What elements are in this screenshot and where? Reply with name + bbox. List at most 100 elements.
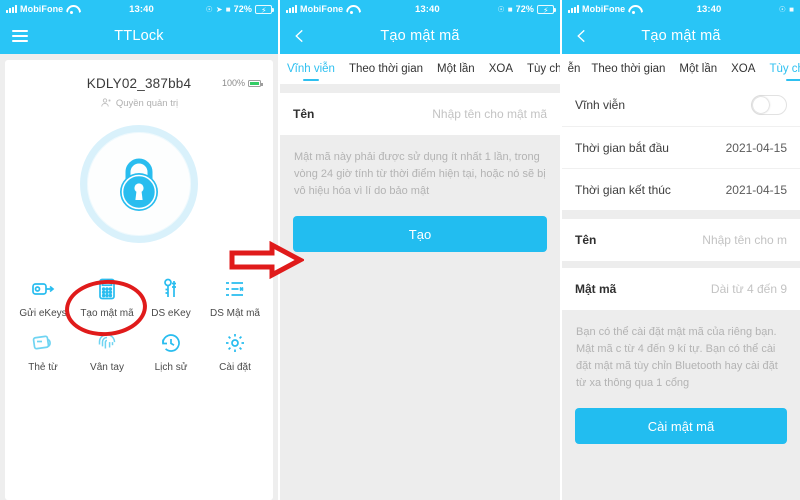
page-title: Tạo mật mã	[380, 28, 460, 44]
status-bar-right: ☉ ■	[779, 5, 794, 14]
back-button[interactable]	[562, 27, 602, 45]
status-bar-right: ☉ ■ 72% ⚡	[497, 4, 556, 15]
back-arrow-icon	[577, 29, 585, 43]
passcode-list-icon	[226, 282, 244, 296]
tab-theo-thoi-gian[interactable]: Theo thời gian	[348, 63, 423, 75]
carrier-label: MobiFone	[300, 4, 344, 14]
home-navbar: TTLock	[0, 18, 278, 54]
alarm-icon: ☉	[778, 4, 787, 14]
action-grid-row-2: Thẻ từ Vân tay	[11, 323, 267, 377]
create-passcode-navbar: Tạo mật mã	[280, 18, 560, 54]
tab-mot-lan[interactable]: Một lần	[436, 63, 475, 75]
action-ekey-list[interactable]: DS eKey	[139, 269, 203, 323]
carrier-label: MobiFone	[582, 4, 626, 14]
status-bar-left: MobiFone	[568, 4, 639, 14]
name-field-row[interactable]: Tên Nhập tên cho mật mã	[280, 93, 560, 135]
menu-button[interactable]	[0, 27, 40, 45]
rotation-lock-icon: ■	[507, 4, 513, 14]
keypad-icon	[99, 278, 115, 300]
action-label: Vân tay	[90, 362, 124, 373]
battery-percent-label: 72%	[515, 4, 534, 14]
phone-panel-custom-passcode: MobiFone 13:40 ☉ ■ Tạo mật mã ìn ễn Theo…	[562, 0, 800, 500]
tab-theo-thoi-gian[interactable]: Theo thời gian	[591, 63, 666, 75]
wifi-icon	[628, 5, 639, 14]
lock-graphic[interactable]	[5, 125, 273, 243]
action-label: Thẻ từ	[28, 362, 58, 373]
tab-xoa[interactable]: XOA	[488, 63, 513, 75]
back-arrow-icon	[295, 29, 303, 43]
action-grid-row-1: Gửi eKeys Tạo mật mã	[11, 269, 267, 323]
battery-charging-icon: ⚡	[255, 4, 274, 15]
carrier-label: MobiFone	[20, 4, 64, 14]
device-role-label: Quyền quản trị	[115, 97, 179, 109]
start-time-value[interactable]: 2021-04-15	[725, 140, 787, 155]
battery-percent-label: 72%	[233, 4, 252, 14]
fingerprint-icon	[98, 333, 116, 349]
passcode-input[interactable]: Dài từ 4 đến 9	[710, 282, 787, 296]
name-field-row[interactable]: Tên Nhập tên cho m	[562, 219, 800, 261]
status-bar-time: 13:40	[696, 3, 722, 15]
status-bar-right: ☉ ➤ ■ 72% ⚡	[205, 4, 274, 15]
rotation-lock-icon: ■	[225, 4, 231, 14]
tab-tuy-chinh[interactable]: Tùy chỉn	[527, 63, 560, 75]
phone-panel-create-passcode: MobiFone 13:40 ☉ ■ 72% ⚡ Tạo mật mã Vĩnh…	[280, 0, 560, 500]
name-input[interactable]: Nhập tên cho m	[702, 233, 787, 247]
status-bar: MobiFone 13:40 ☉ ■ 72% ⚡	[280, 0, 560, 18]
end-time-row[interactable]: Thời gian kết thúc 2021-04-15	[562, 168, 800, 210]
wifi-icon	[66, 5, 77, 14]
action-create-passcode[interactable]: Tạo mật mã	[75, 269, 139, 323]
action-label: DS eKey	[151, 308, 191, 319]
custom-passcode-helper-text: Bạn có thể cài đặt mật mã của riêng bạn.…	[576, 326, 778, 390]
action-passcode-list[interactable]: DS Mật mã	[203, 269, 267, 323]
set-passcode-button[interactable]: Cài mật mã	[575, 408, 787, 445]
status-bar-left: MobiFone	[286, 4, 357, 14]
permanent-toggle-switch[interactable]	[751, 95, 787, 115]
send-ekey-icon	[32, 283, 55, 295]
signal-bars-icon	[6, 5, 17, 13]
page-title: TTLock	[114, 28, 164, 44]
action-settings[interactable]: Cài đặt	[203, 323, 267, 377]
body-top-gap	[280, 84, 560, 93]
name-field-label: Tên	[293, 107, 315, 121]
create-passcode-body: Tên Nhập tên cho mật mã Mật mã này phải …	[280, 84, 560, 500]
tab-mot-lan[interactable]: Một lần	[679, 63, 718, 75]
start-time-row[interactable]: Thời gian bắt đầu 2021-04-15	[562, 126, 800, 168]
device-name: KDLY02_387bb4	[86, 76, 192, 91]
phone-panel-home: MobiFone 13:40 ☉ ➤ ■ 72% ⚡ TTLock KDLY02…	[0, 0, 278, 500]
end-time-value[interactable]: 2021-04-15	[725, 182, 787, 197]
alarm-icon: ☉	[205, 4, 213, 14]
wifi-icon	[346, 5, 357, 14]
create-button[interactable]: Tạo	[293, 216, 547, 253]
padlock-icon	[120, 158, 158, 211]
action-fingerprint[interactable]: Vân tay	[75, 323, 139, 377]
action-card[interactable]: Thẻ từ	[11, 323, 75, 377]
permanent-toggle-row[interactable]: Vĩnh viễn	[562, 84, 800, 126]
start-time-label: Thời gian bắt đầu	[575, 140, 669, 155]
battery-icon	[248, 79, 263, 87]
rotation-lock-icon: ■	[789, 4, 794, 14]
action-label: DS Mật mã	[209, 308, 260, 319]
tab-vinh-vien[interactable]: Vĩnh viễn	[280, 54, 342, 84]
custom-passcode-body: Vĩnh viễn Thời gian bắt đầu 2021-04-15 T…	[562, 84, 800, 500]
hamburger-menu-icon	[12, 27, 28, 45]
history-clock-icon	[162, 334, 180, 352]
tab-tuy-chinh[interactable]: Tùy chỉnh	[762, 54, 800, 84]
card-icon	[32, 335, 51, 350]
name-input[interactable]: Nhập tên cho mật mã	[432, 107, 547, 121]
status-bar-time: 13:40	[414, 3, 440, 15]
action-history[interactable]: Lịch sử	[139, 323, 203, 377]
page-title: Tạo mật mã	[641, 28, 721, 44]
lock-ring	[80, 125, 198, 243]
section-gap-2	[562, 261, 800, 268]
action-send-ekeys[interactable]: Gửi eKeys	[11, 269, 75, 323]
tab-vinh-vien-clipped[interactable]: ễn	[567, 63, 581, 75]
device-header: KDLY02_387bb4 100% Quyền quản trị	[5, 60, 273, 109]
end-time-label: Thời gian kết thúc	[575, 182, 671, 197]
passcode-helper-text: Mật mã này phải được sử dụng ít nhất 1 l…	[294, 151, 546, 198]
passcode-type-tabs: ìn ễn Theo thời gian Một lần XOA Tùy chỉ…	[562, 54, 800, 84]
device-battery-label: 100%	[221, 78, 245, 88]
back-button[interactable]	[280, 27, 320, 45]
tab-xoa[interactable]: XOA	[731, 63, 756, 75]
passcode-field-row[interactable]: Mật mã Dài từ 4 đến 9	[562, 268, 800, 310]
